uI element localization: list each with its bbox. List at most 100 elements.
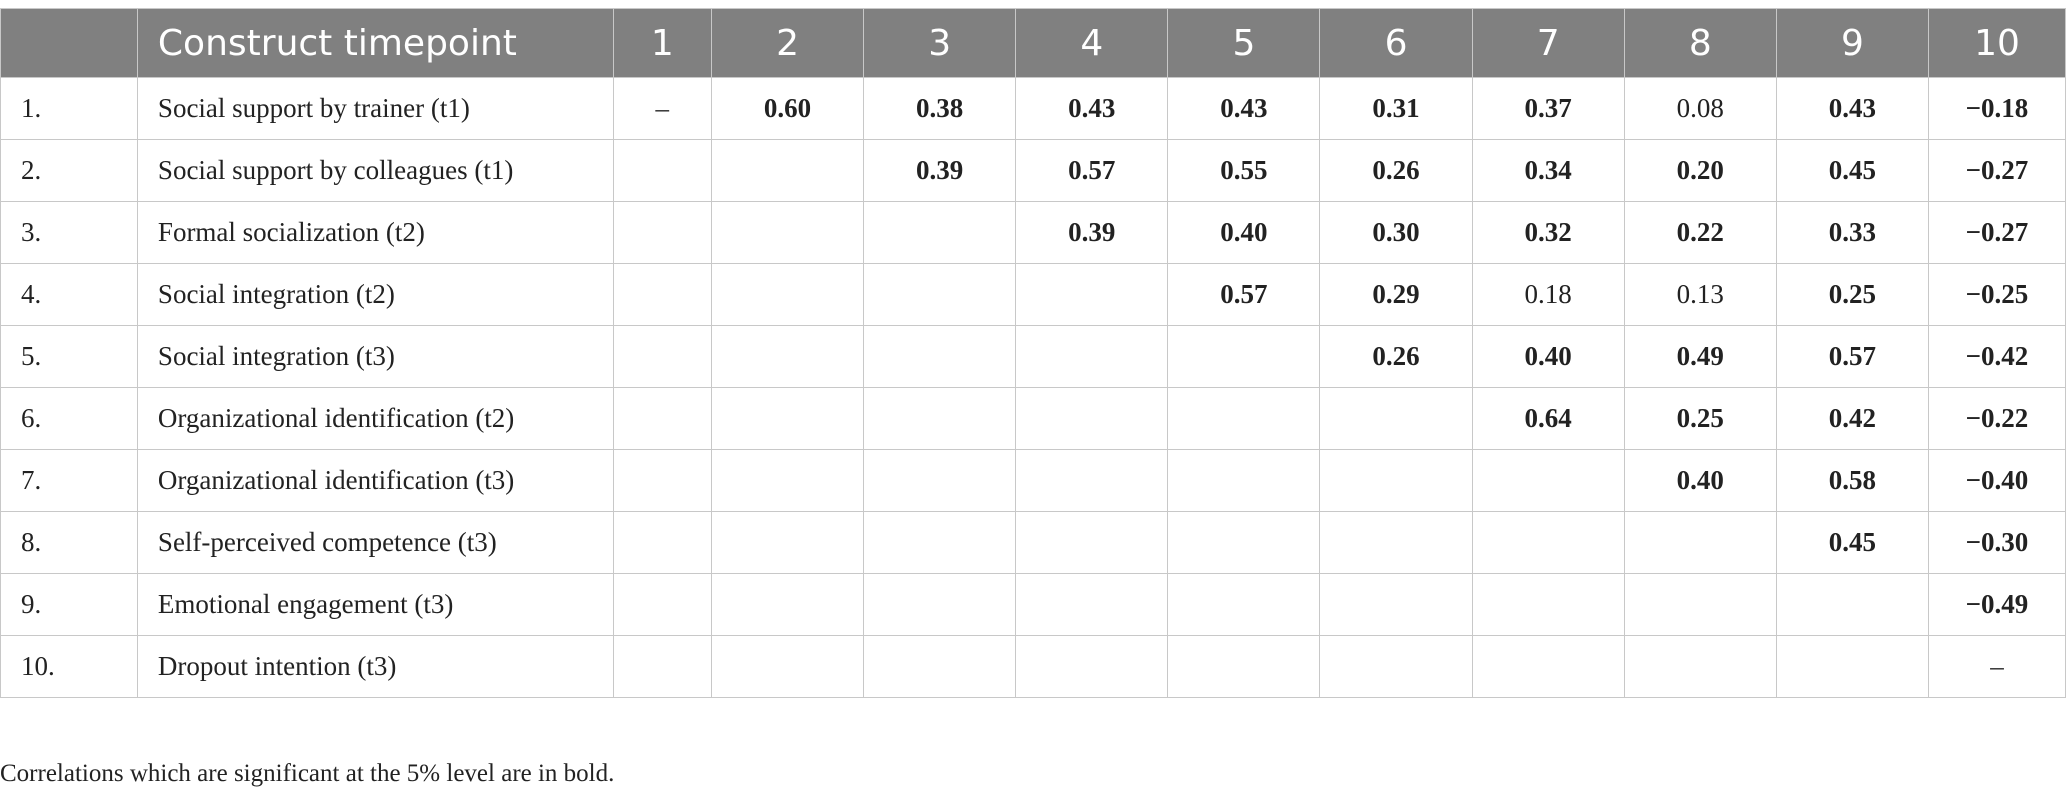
correlation-cell [1015,263,1169,326]
row-number: 2. [0,139,138,202]
construct-label: Formal socialization (t2) [136,201,614,264]
correlation-cell [1319,511,1473,574]
correlation-cell [1167,573,1321,636]
correlation-cell [1319,573,1473,636]
correlation-cell: 0.29 [1319,263,1473,326]
correlation-cell [612,573,712,636]
correlation-cell [710,263,865,326]
correlation-cell [1167,387,1321,450]
table-body: 1. Social support by trainer (t1) –0.60 0.3… [0,77,2067,698]
construct-label: Social integration (t2) [136,263,614,326]
correlation-cell [863,511,1017,574]
correlation-cell [1775,573,1929,636]
header-cell-col-5: 5 [1167,8,1321,78]
correlation-cell: 0.31 [1319,77,1473,140]
construct-label: Organizational identification (t3) [136,449,614,512]
correlation-cell: 0.55 [1167,139,1321,202]
correlation-table: Construct timepoint 1 2 3 4 5 6 7 8 9 10 1. Social … [0,8,2067,698]
correlation-cell [1623,511,1777,574]
header-cell-col-4: 4 [1015,8,1169,78]
correlation-cell: 0.08 [1623,77,1777,140]
correlation-cell: 0.57 [1167,263,1321,326]
correlation-cell: −0.22 [1927,387,2067,450]
correlation-cell: −0.40 [1927,449,2067,512]
header-cell-col-1: 1 [612,8,712,78]
construct-label: Emotional engagement (t3) [136,573,614,636]
correlation-cell [710,573,865,636]
correlation-cell [1319,449,1473,512]
correlation-cell: 0.34 [1471,139,1625,202]
header-row: Construct timepoint 1 2 3 4 5 6 7 8 9 10 [0,8,2067,78]
correlation-cell: 0.38 [863,77,1017,140]
header-cell-col-6: 6 [1319,8,1473,78]
correlation-cell: 0.30 [1319,201,1473,264]
correlation-cell [612,139,712,202]
construct-label: Social integration (t3) [136,325,614,388]
correlation-cell [612,635,712,698]
correlation-cell: 0.39 [863,139,1017,202]
table-row: 7. Organizational identification (t3) 0.40… [0,449,2067,512]
correlation-cell [1167,511,1321,574]
row-number: 1. [0,77,138,140]
correlation-cell [1775,635,1929,698]
correlation-cell [710,449,865,512]
correlation-cell [710,511,865,574]
row-number: 4. [0,263,138,326]
correlation-cell [612,201,712,264]
header-cell-col-8: 8 [1623,8,1777,78]
correlation-cell [612,263,712,326]
correlation-cell [1015,511,1169,574]
correlation-cell: 0.13 [1623,263,1777,326]
correlation-cell [1167,449,1321,512]
correlation-cell [710,139,865,202]
correlation-cell: 0.45 [1775,139,1929,202]
construct-label: Dropout intention (t3) [136,635,614,698]
correlation-cell [863,263,1017,326]
correlation-cell: 0.20 [1623,139,1777,202]
correlation-cell [863,449,1017,512]
correlation-cell [1015,635,1169,698]
correlation-cell: 0.58 [1775,449,1929,512]
correlation-cell [1623,635,1777,698]
correlation-cell [863,387,1017,450]
correlation-cell: −0.49 [1927,573,2067,636]
correlation-cell [1471,449,1625,512]
correlation-cell: 0.40 [1167,201,1321,264]
correlation-cell [1623,573,1777,636]
table-header: Construct timepoint 1 2 3 4 5 6 7 8 9 10 [0,8,2067,78]
table-row: 4. Social integration (t2) 0.57 0.29 0.18 0.1… [0,263,2067,326]
correlation-cell [1015,387,1169,450]
correlation-cell [612,387,712,450]
correlation-cell: 0.57 [1015,139,1169,202]
correlation-cell [863,635,1017,698]
correlation-cell: 0.40 [1623,449,1777,512]
correlation-cell: 0.25 [1623,387,1777,450]
correlation-cell [710,201,865,264]
correlation-cell: 0.57 [1775,325,1929,388]
correlation-cell: 0.26 [1319,325,1473,388]
correlation-cell: −0.25 [1927,263,2067,326]
correlation-cell: −0.18 [1927,77,2067,140]
correlation-cell [863,201,1017,264]
correlation-table-container: Construct timepoint 1 2 3 4 5 6 7 8 9 10 1. Social … [0,8,2067,698]
correlation-cell: −0.42 [1927,325,2067,388]
header-cell-col-9: 9 [1775,8,1929,78]
correlation-cell [1015,325,1169,388]
correlation-cell: 0.42 [1775,387,1929,450]
correlation-cell: 0.45 [1775,511,1929,574]
correlation-cell: 0.26 [1319,139,1473,202]
row-number: 3. [0,201,138,264]
correlation-cell [612,325,712,388]
correlation-cell [863,325,1017,388]
correlation-cell: 0.49 [1623,325,1777,388]
correlation-cell [1319,387,1473,450]
correlation-cell [1471,573,1625,636]
correlation-cell [710,635,865,698]
correlation-cell [863,573,1017,636]
row-number: 8. [0,511,138,574]
correlation-cell [1471,511,1625,574]
header-cell-col-10: 10 [1927,8,2067,78]
correlation-cell [1015,573,1169,636]
correlation-cell: 0.43 [1775,77,1929,140]
correlation-cell [612,511,712,574]
